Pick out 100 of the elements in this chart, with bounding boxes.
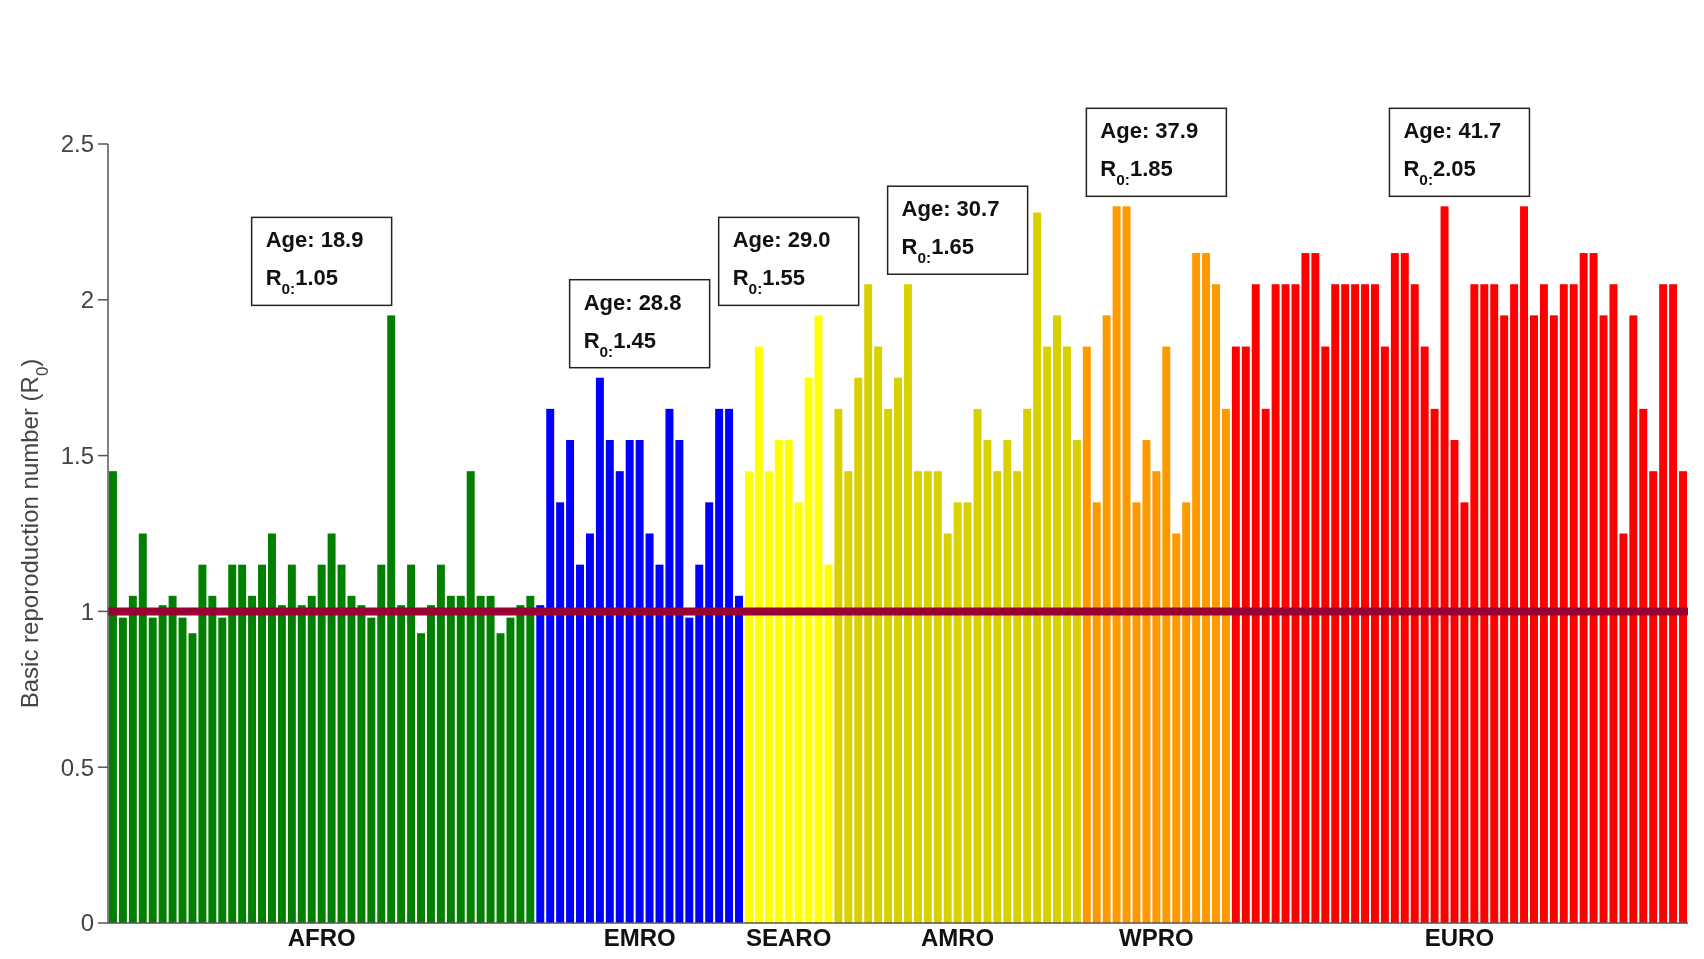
bar: [516, 605, 525, 923]
bar: [407, 564, 416, 923]
bar: [913, 471, 922, 923]
bar: [1301, 253, 1310, 923]
bar: [426, 605, 435, 923]
bar: [327, 533, 336, 923]
series-label: SEARO: [746, 924, 832, 951]
series-label: AMRO: [920, 924, 995, 951]
bar: [258, 564, 266, 923]
bar: [605, 440, 614, 923]
bar: [1082, 346, 1091, 923]
bar: [1420, 346, 1429, 923]
bar: [1430, 408, 1439, 923]
bar: [576, 564, 584, 923]
series-label: AFRO: [287, 924, 356, 951]
bar: [108, 471, 117, 923]
bar: [1122, 206, 1131, 923]
bar: [367, 617, 376, 923]
bar: [1400, 253, 1409, 923]
bar: [198, 564, 207, 923]
bar: [794, 502, 803, 923]
bar: [417, 633, 425, 923]
bar: [874, 346, 883, 923]
y-tick-label: 1.5: [60, 442, 94, 469]
bar: [397, 605, 406, 923]
bar: [1062, 346, 1071, 923]
bar: [844, 471, 853, 923]
bar: [1331, 284, 1340, 923]
bar: [1192, 253, 1201, 923]
bar: [1251, 284, 1260, 923]
bar: [1470, 284, 1479, 923]
bar: [963, 502, 972, 923]
bar: [476, 595, 485, 923]
bar: [1380, 346, 1389, 923]
bar: [387, 315, 396, 923]
bar: [456, 595, 465, 923]
bar: [377, 564, 386, 923]
series-label: EMRO: [603, 924, 676, 951]
bar: [695, 564, 704, 923]
bar: [804, 377, 813, 923]
bar: [894, 377, 902, 923]
bar: [715, 408, 724, 923]
bar: [317, 564, 326, 923]
bar: [735, 595, 743, 923]
bar: [556, 502, 565, 923]
bar: [933, 471, 942, 923]
bar: [1390, 253, 1399, 923]
bar: [1639, 408, 1648, 923]
bar: [1321, 346, 1330, 923]
bar: [1460, 502, 1469, 923]
bar: [824, 564, 833, 923]
bar: [903, 284, 912, 923]
bar: [1659, 284, 1668, 923]
bar: [1361, 284, 1370, 923]
bar: [1261, 408, 1270, 923]
bar: [118, 617, 127, 923]
bar: [1589, 253, 1598, 923]
bar: [1182, 502, 1191, 923]
bar: [566, 440, 575, 923]
bar: [1271, 284, 1280, 923]
bar: [1629, 315, 1638, 923]
bar: [1480, 284, 1489, 923]
bar: [983, 440, 992, 923]
bar: [1142, 440, 1151, 923]
bar: [357, 605, 366, 923]
bar: [1669, 284, 1678, 923]
bar: [466, 471, 475, 923]
bar: [784, 440, 793, 923]
bar: [1520, 206, 1529, 923]
annotation: Age: 18.9 R$_{0:}$1.05: [265, 227, 364, 297]
bar: [923, 471, 932, 923]
bar: [546, 408, 555, 923]
bar: [158, 605, 167, 923]
bar: [1092, 502, 1101, 923]
bar: [1490, 284, 1499, 923]
bar: [248, 595, 257, 923]
bar: [1112, 206, 1121, 923]
bar: [536, 605, 545, 923]
bar: [1569, 284, 1578, 923]
bar: [1162, 346, 1171, 923]
bar: [1102, 315, 1111, 923]
bar: [884, 408, 893, 923]
bar: [1231, 346, 1240, 923]
bar: [1053, 315, 1061, 923]
bar: [1510, 284, 1519, 923]
bar: [1013, 471, 1022, 923]
bar: [675, 440, 684, 923]
annotation: Age: 41.7 R$_{0:}$2.05: [1403, 118, 1502, 188]
bar: [943, 533, 952, 923]
bar: [1679, 471, 1688, 923]
bar: [1212, 284, 1220, 923]
bar: [993, 471, 1002, 923]
y-tick-label: 2.5: [60, 130, 94, 158]
bar: [744, 471, 753, 923]
bar: [526, 595, 535, 923]
bar: [307, 595, 316, 923]
y-tick-label: 0.5: [60, 753, 94, 781]
bar: [953, 502, 962, 923]
bar: [1043, 346, 1052, 923]
bar: [218, 617, 227, 923]
